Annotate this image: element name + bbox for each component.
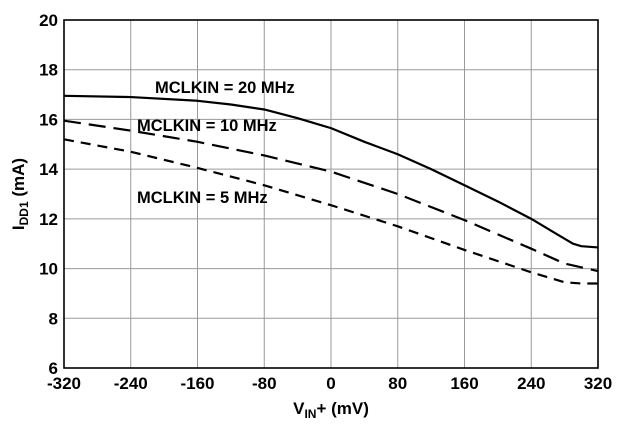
y-tick-label: 18 (39, 61, 58, 80)
y-tick-label: 16 (39, 110, 58, 129)
series-annotation-1: MCLKIN = 20 MHz (155, 79, 295, 97)
y-tick-label: 10 (39, 260, 58, 279)
y-tick-labels: 6 8 10 12 14 16 18 20 (39, 11, 58, 378)
series-line-2 (63, 119, 599, 273)
series-annotation-3: MCLKIN = 5 MHz (137, 189, 268, 207)
x-tick-label: -160 (180, 374, 214, 393)
series-annotation-2: MCLKIN = 10 MHz (137, 117, 277, 135)
x-tick-label: 240 (517, 374, 545, 393)
x-tick-label: 160 (450, 374, 478, 393)
x-tick-label: -80 (252, 374, 277, 393)
x-tick-label: 0 (326, 374, 335, 393)
x-axis-title: VIN+ (mV) (293, 399, 369, 421)
y-tick-label: 14 (39, 160, 58, 179)
series-lines (63, 94, 599, 285)
plot-frame (63, 19, 599, 369)
series-annotations: MCLKIN = 20 MHz MCLKIN = 10 MHz MCLKIN = 5… (137, 79, 295, 207)
x-tick-label: 320 (584, 374, 612, 393)
x-tick-labels: -320 -240 -160 -80 0 80 160 240 320 (47, 374, 612, 393)
x-tick-label: -320 (47, 374, 81, 393)
y-tick-label: 6 (49, 359, 58, 378)
y-axis-title: IDD1 (mA) (9, 158, 31, 230)
series-line-1 (63, 94, 599, 249)
y-tick-label: 12 (39, 210, 58, 229)
series-line-3 (63, 138, 598, 285)
y-tick-label: 20 (39, 11, 58, 30)
x-tick-label: 80 (388, 374, 407, 393)
y-tick-label: 8 (49, 309, 58, 328)
x-tick-label: -240 (114, 374, 148, 393)
